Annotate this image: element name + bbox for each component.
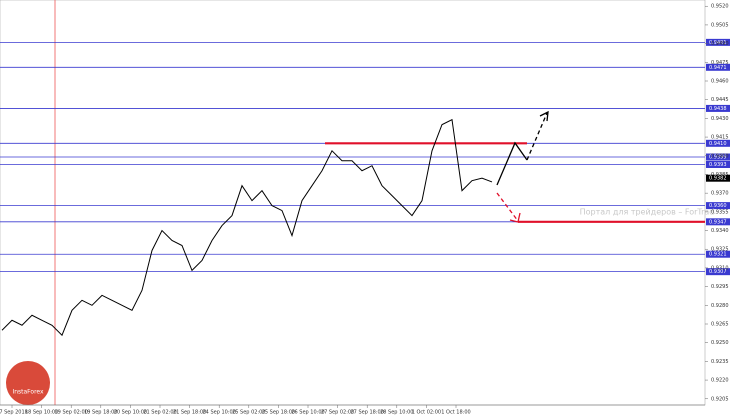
y-tick-label: 0.9355 bbox=[711, 209, 729, 215]
logo-badge bbox=[6, 361, 50, 405]
level-label-bg bbox=[706, 268, 730, 276]
arrowhead bbox=[539, 110, 549, 122]
y-tick-label: 0.9400 bbox=[711, 153, 729, 159]
x-tick-label: 21 Sep 02:00 bbox=[143, 410, 176, 416]
arrowhead bbox=[509, 212, 521, 223]
x-tick-label: 27 Sep 18:00 bbox=[351, 410, 384, 416]
y-tick-label: 0.9505 bbox=[711, 22, 729, 28]
x-tick-label: 17 Sep 2018 bbox=[0, 410, 28, 416]
level-label: 0.9410 bbox=[709, 141, 727, 147]
last-price-label: 0.9382 bbox=[709, 176, 727, 182]
level-label: 0.9393 bbox=[709, 162, 727, 168]
y-tick-label: 0.9220 bbox=[711, 378, 729, 384]
y-tick-label: 0.9250 bbox=[711, 340, 729, 346]
y-tick-label: 0.9430 bbox=[711, 116, 729, 122]
y-tick-label: 0.9340 bbox=[711, 228, 729, 234]
y-tick-label: 0.9265 bbox=[711, 322, 729, 328]
level-label-bg bbox=[706, 104, 730, 112]
x-tick-label: 25 Sep 18:00 bbox=[262, 410, 295, 416]
forecast bbox=[496, 110, 549, 223]
y-tick-label: 0.9310 bbox=[711, 265, 729, 271]
price-line bbox=[1, 118, 493, 337]
level-label: 0.9399 bbox=[709, 155, 727, 161]
level-label: 0.9307 bbox=[709, 269, 727, 275]
x-tick-label: 20 Sep 10:00 bbox=[114, 410, 147, 416]
x-tick-label: 19 Sep 18:00 bbox=[84, 410, 117, 416]
level-label-bg bbox=[706, 218, 730, 226]
level-label-bg bbox=[706, 160, 730, 168]
level-label-bg bbox=[706, 63, 730, 71]
level-label: 0.9360 bbox=[709, 203, 727, 209]
x-tick-label: 24 Sep 10:00 bbox=[203, 410, 236, 416]
level-label: 0.9347 bbox=[709, 219, 727, 225]
y-tick-label: 0.9475 bbox=[711, 60, 729, 66]
logo-text: InstaForex bbox=[12, 389, 44, 396]
x-tick-label: 25 Sep 02:00 bbox=[232, 410, 265, 416]
y-tick-label: 0.9460 bbox=[711, 79, 729, 85]
x-tick-label: 18 Sep 10:00 bbox=[25, 410, 58, 416]
level-label-bg bbox=[706, 153, 730, 161]
y-tick-label: 0.9490 bbox=[711, 41, 729, 47]
y-tick-label: 0.9295 bbox=[711, 284, 729, 290]
level-label: 0.9491 bbox=[709, 40, 727, 46]
y-tick-label: 0.9520 bbox=[711, 4, 729, 10]
last-price-bg bbox=[706, 174, 730, 182]
y-tick-label: 0.9445 bbox=[711, 97, 729, 103]
level-label-bg bbox=[706, 202, 730, 210]
forecast-down bbox=[496, 192, 519, 222]
watermark: Портал для трейдеров – ForTrad bbox=[580, 208, 715, 217]
plot-frame bbox=[0, 0, 706, 406]
y-tick-label: 0.9415 bbox=[711, 135, 729, 141]
x-tick-label: 1 Oct 02:00 bbox=[412, 410, 441, 416]
level-label: 0.9321 bbox=[709, 252, 727, 258]
x-tick-label: 26 Sep 10:00 bbox=[291, 410, 324, 416]
y-tick-label: 0.9205 bbox=[711, 396, 729, 402]
price bbox=[1, 118, 493, 337]
y-tick-label: 0.9370 bbox=[711, 191, 729, 197]
level-label: 0.9438 bbox=[709, 106, 727, 112]
level-label: 0.9471 bbox=[709, 65, 727, 71]
x-tick-label: 1 Oct 18:00 bbox=[441, 410, 470, 416]
y-tick-label: 0.9280 bbox=[711, 303, 729, 309]
level-label-bg bbox=[706, 250, 730, 258]
x-tick-label: 19 Sep 02:00 bbox=[55, 410, 88, 416]
y-tick-label: 0.9325 bbox=[711, 247, 729, 253]
forecast-up-dashed bbox=[526, 112, 548, 161]
x-tick-label: 27 Sep 02:00 bbox=[321, 410, 354, 416]
forecast-up bbox=[496, 141, 528, 186]
level-label-bg bbox=[706, 139, 730, 147]
x-tick-label: 21 Sep 18:00 bbox=[173, 410, 206, 416]
x-tick-label: 28 Sep 10:00 bbox=[380, 410, 413, 416]
level-label-bg bbox=[706, 38, 730, 46]
y-tick-label: 0.9235 bbox=[711, 359, 729, 365]
